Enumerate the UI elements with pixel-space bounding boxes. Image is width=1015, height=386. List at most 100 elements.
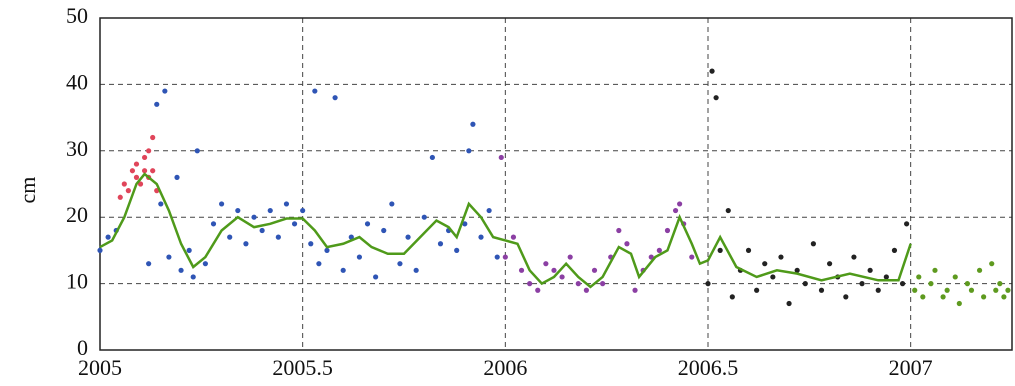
data-point — [190, 274, 196, 280]
data-point — [859, 281, 865, 287]
data-point — [867, 267, 873, 273]
data-point — [129, 168, 136, 174]
data-point — [510, 234, 517, 240]
data-point — [210, 221, 217, 227]
data-point — [340, 267, 346, 273]
data-point — [713, 95, 719, 101]
data-point — [624, 241, 630, 247]
data-point — [462, 221, 468, 227]
data-point — [389, 201, 395, 207]
data-point — [308, 241, 314, 247]
data-point — [243, 241, 249, 247]
data-point — [794, 267, 800, 273]
data-point — [559, 274, 565, 280]
data-point — [810, 241, 816, 247]
data-point — [105, 234, 111, 240]
data-point — [437, 241, 444, 247]
data-point — [146, 148, 152, 154]
data-point — [997, 281, 1003, 287]
data-point — [174, 174, 180, 180]
data-point — [494, 254, 500, 260]
data-point — [968, 287, 975, 293]
data-point — [851, 254, 857, 260]
data-point — [227, 234, 233, 240]
data-point — [405, 234, 411, 240]
data-point — [717, 247, 723, 253]
data-point — [146, 261, 152, 267]
data-point — [137, 181, 144, 187]
data-point — [567, 254, 573, 260]
data-point — [348, 234, 354, 240]
data-point — [940, 294, 946, 300]
data-point — [899, 281, 906, 287]
data-point — [778, 254, 784, 260]
data-point — [745, 247, 752, 253]
data-point — [312, 88, 318, 94]
data-point — [194, 148, 200, 154]
data-point — [883, 274, 889, 280]
data-point — [616, 227, 622, 234]
y-tick-label: 20 — [66, 202, 88, 227]
data-point — [178, 267, 184, 273]
data-point — [672, 207, 679, 214]
data-point — [141, 168, 148, 174]
data-point — [689, 254, 695, 260]
data-point — [786, 300, 792, 307]
data-point — [150, 134, 156, 141]
data-point — [551, 267, 557, 273]
data-point — [916, 274, 922, 280]
data-point — [219, 201, 225, 207]
data-point — [932, 267, 938, 273]
data-point — [632, 287, 638, 293]
data-point — [725, 207, 731, 214]
data-point — [373, 274, 379, 280]
x-tick-label: 2006.5 — [678, 355, 739, 380]
data-point — [117, 194, 123, 200]
y-tick-label: 40 — [66, 69, 88, 94]
fit-line — [99, 172, 912, 289]
data-point — [470, 121, 476, 127]
data-point — [875, 287, 881, 293]
data-point — [429, 154, 435, 161]
data-point — [656, 247, 662, 253]
data-point — [944, 287, 950, 293]
data-point — [162, 88, 168, 94]
data-point — [332, 95, 338, 101]
data-point — [364, 221, 371, 227]
data-point — [316, 261, 322, 267]
data-point — [964, 281, 971, 287]
x-tick-label: 2006 — [483, 355, 527, 380]
data-point — [762, 261, 768, 267]
data-point — [413, 267, 419, 273]
data-point — [275, 234, 281, 240]
data-point — [502, 254, 508, 260]
x-tick-label: 2005 — [78, 355, 122, 380]
data-point — [591, 267, 598, 273]
data-point — [989, 261, 995, 267]
data-point — [904, 221, 910, 227]
data-point — [235, 207, 241, 214]
y-tick-label: 50 — [66, 3, 88, 28]
data-point — [729, 294, 735, 300]
data-point — [664, 227, 671, 234]
data-point — [705, 281, 711, 287]
data-point — [677, 201, 683, 207]
data-point — [397, 261, 403, 267]
data-point — [1005, 287, 1011, 293]
data-point — [956, 300, 962, 307]
data-point — [976, 267, 983, 273]
data-point — [154, 101, 160, 107]
data-point — [818, 287, 825, 293]
data-point — [300, 207, 306, 214]
data-point — [891, 247, 898, 253]
data-point — [133, 161, 140, 167]
data-point — [356, 254, 363, 260]
data-point — [843, 294, 849, 300]
plot-frame — [99, 17, 1013, 351]
data-point — [324, 247, 330, 253]
data-point — [133, 174, 140, 180]
data-point — [381, 227, 387, 234]
data-point — [421, 214, 427, 220]
y-tick-label: 10 — [66, 269, 88, 294]
data-point — [291, 221, 298, 227]
